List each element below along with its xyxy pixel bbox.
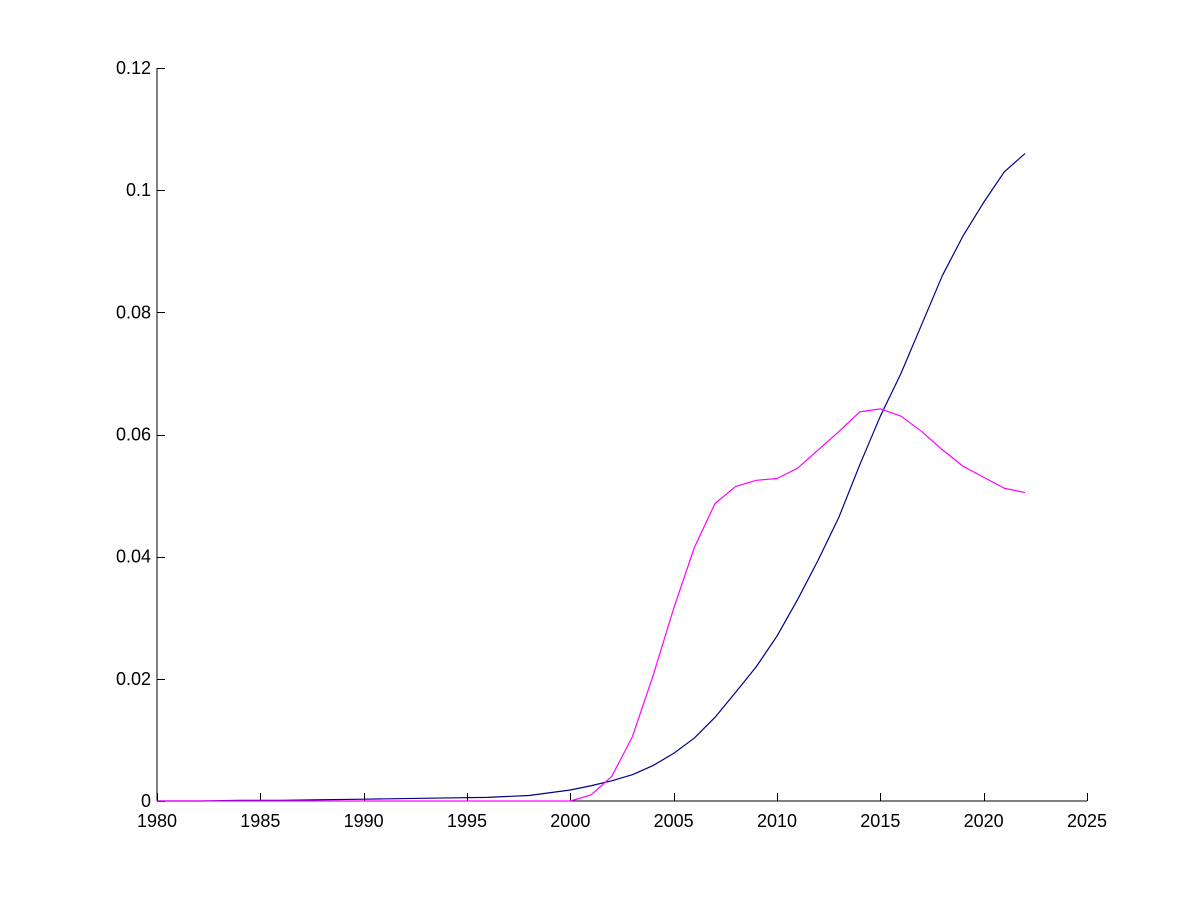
y-tick-label: 0.04 xyxy=(116,547,151,567)
series-group xyxy=(157,153,1026,802)
x-tick-label: 2010 xyxy=(757,811,797,831)
y-tick-label: 0.02 xyxy=(116,669,151,689)
tick-labels: 1980 1985 1990 1995 2000 2005 2010 2015 2020 2025… xyxy=(116,58,1107,831)
x-tick-label: 2005 xyxy=(654,811,694,831)
x-tick-label: 2015 xyxy=(860,811,900,831)
x-tick-label: 2000 xyxy=(550,811,590,831)
x-tick-label: 2025 xyxy=(1067,811,1107,831)
x-tick-label: 1995 xyxy=(447,811,487,831)
y-tick-label: 0.12 xyxy=(116,58,151,78)
y-tick-label: 0.06 xyxy=(116,425,151,445)
y-tick-label: 0 xyxy=(141,791,151,811)
axes xyxy=(156,68,1088,802)
series-line-1 xyxy=(157,153,1026,802)
y-tick-label: 0.08 xyxy=(116,302,151,322)
x-tick-label: 1985 xyxy=(240,811,280,831)
y-tick-label: 0.1 xyxy=(126,180,151,200)
x-tick-label: 1980 xyxy=(137,811,177,831)
x-tick-label: 2020 xyxy=(964,811,1004,831)
series-line-2 xyxy=(157,408,1026,802)
x-tick-label: 1990 xyxy=(344,811,384,831)
